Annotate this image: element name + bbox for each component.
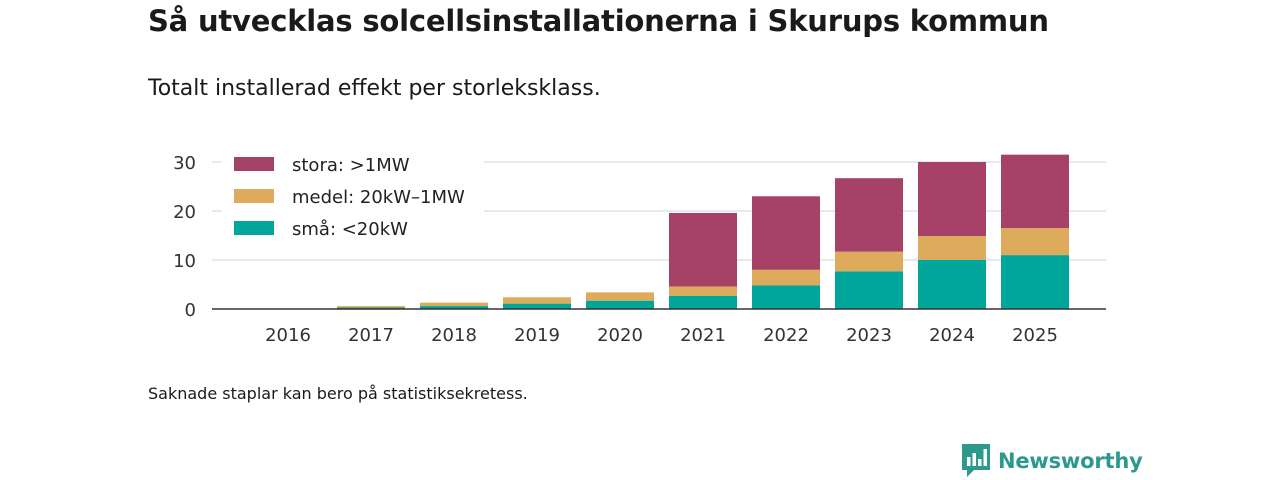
legend-label: medel: 20kW–1MW <box>292 187 465 208</box>
y-tick-label: 30 <box>173 153 196 174</box>
bar-2023-series-0 <box>835 271 903 309</box>
x-tick-label: 2024 <box>929 325 975 346</box>
legend-swatch <box>234 189 274 203</box>
bar-2018-series-1 <box>420 302 488 307</box>
chart-subtitle: Totalt installerad effekt per storlekskl… <box>148 76 601 101</box>
y-tick-label: 10 <box>173 251 196 272</box>
bar-2025-series-0 <box>1001 255 1069 309</box>
bar-2022-series-2 <box>752 196 820 270</box>
x-tick-label: 2020 <box>597 325 643 346</box>
bar-2023-series-1 <box>835 251 903 272</box>
bar-2021-series-2 <box>669 212 737 287</box>
y-tick-label: 0 <box>185 300 196 321</box>
legend-swatch <box>234 157 274 171</box>
bar-2017-series-1 <box>337 306 405 308</box>
y-axis-ticks: 0 10 20 30 <box>173 153 196 321</box>
x-tick-label: 2023 <box>846 325 892 346</box>
bar-2019-series-0 <box>503 303 571 309</box>
bar-2019-series-1 <box>503 297 571 304</box>
x-tick-label: 2019 <box>514 325 560 346</box>
bars <box>254 154 1069 309</box>
bar-2023-series-2 <box>835 178 903 252</box>
newsworthy-brand: Newsworthy <box>962 444 1143 478</box>
bar-2022-series-0 <box>752 285 820 309</box>
x-axis-ticks: 2016 2017 2018 2019 2020 2021 2022 2023 2024 2025 <box>265 325 1058 346</box>
footnote: Saknade staplar kan bero på statistiksek… <box>148 384 528 403</box>
bar-2024-series-0 <box>918 260 986 309</box>
legend: stora: >1MW medel: 20kW–1MW små: <20kW <box>222 146 484 244</box>
x-tick-label: 2018 <box>431 325 477 346</box>
bar-2018-series-0 <box>420 306 488 309</box>
newsworthy-logo-icon <box>962 444 990 477</box>
bar-2021-series-1 <box>669 286 737 296</box>
y-tick-label: 20 <box>173 202 196 223</box>
legend-swatch <box>234 221 274 235</box>
legend-label: små: <20kW <box>292 219 408 240</box>
brand-name: Newsworthy <box>998 449 1143 473</box>
x-tick-label: 2017 <box>348 325 394 346</box>
bar-2025-series-2 <box>1001 154 1069 229</box>
chart-title: Så utvecklas solcellsinstallationerna i … <box>148 4 1049 38</box>
bar-2020-series-0 <box>586 300 654 309</box>
bar-2022-series-1 <box>752 269 820 286</box>
x-tick-label: 2025 <box>1012 325 1058 346</box>
x-tick-label: 2021 <box>680 325 726 346</box>
x-tick-label: 2016 <box>265 325 311 346</box>
bar-2024-series-2 <box>918 162 986 236</box>
bar-2021-series-0 <box>669 295 737 309</box>
x-tick-label: 2022 <box>763 325 809 346</box>
bar-2025-series-1 <box>1001 228 1069 256</box>
bar-2024-series-1 <box>918 235 986 260</box>
bar-2020-series-1 <box>586 292 654 301</box>
stacked-bar-chart: 0 10 20 30 2016 2017 2018 2019 2020 2021 2022 2023… <box>173 146 1106 346</box>
legend-label: stora: >1MW <box>292 155 410 176</box>
